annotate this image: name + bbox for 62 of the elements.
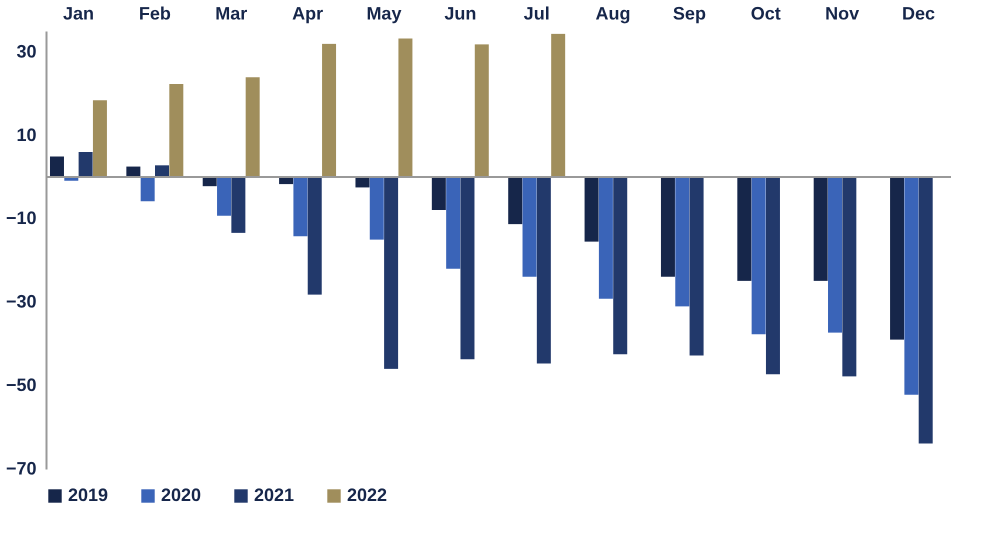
bar: [536, 177, 551, 364]
bar: [551, 34, 566, 177]
bar: [522, 177, 537, 277]
bar: [92, 100, 107, 177]
bar: [384, 177, 398, 369]
bar: [169, 84, 184, 177]
bar: [246, 77, 260, 177]
legend-label: 2020: [161, 485, 202, 505]
y-tick-label: −70: [6, 458, 36, 478]
bar: [370, 177, 384, 240]
bar: [308, 177, 322, 295]
bar: [398, 38, 412, 177]
bar: [904, 177, 918, 395]
bar: [322, 44, 336, 177]
bar: [355, 177, 370, 188]
bar: [126, 166, 140, 177]
bar: [675, 177, 690, 306]
bar: [293, 177, 308, 236]
bar: [432, 177, 446, 210]
bar: [508, 177, 522, 224]
y-tick-label: −10: [6, 208, 36, 228]
y-tick-label: −50: [6, 375, 36, 396]
bar: [613, 177, 628, 354]
legend-label: 2021: [254, 485, 294, 505]
x-tick-label: Jul: [524, 4, 550, 24]
bar: [690, 177, 704, 356]
legend-label: 2019: [68, 485, 108, 505]
x-tick-label: Aug: [596, 4, 631, 24]
bar: [231, 177, 246, 233]
legend-label: 2022: [347, 485, 388, 505]
x-tick-label: Apr: [292, 4, 324, 24]
x-tick-label: Jun: [444, 4, 476, 24]
bar: [890, 177, 904, 340]
x-tick-label: Dec: [902, 4, 936, 24]
x-tick-label: Oct: [750, 4, 781, 24]
bar: [814, 177, 828, 281]
bar: [766, 177, 780, 374]
bar: [460, 177, 474, 360]
bar: [50, 156, 64, 177]
bar: [660, 177, 675, 277]
bar: [598, 177, 613, 299]
bar: [828, 177, 842, 333]
bar: [474, 44, 489, 177]
bar: [446, 177, 460, 269]
bar: [584, 177, 599, 242]
bar: [752, 177, 766, 334]
bar: [842, 177, 856, 376]
x-tick-label: Jan: [62, 4, 94, 24]
x-tick-label: Sep: [672, 4, 706, 24]
bar: [217, 177, 232, 216]
x-tick-label: Feb: [138, 4, 171, 24]
bar: [737, 177, 752, 281]
bar: [78, 152, 93, 177]
bar: [918, 177, 933, 444]
bar: [154, 165, 169, 177]
x-tick-label: Mar: [215, 4, 248, 24]
x-tick-label: Nov: [825, 4, 860, 24]
y-tick-label: 30: [16, 41, 36, 62]
bar: [140, 177, 155, 202]
x-tick-label: May: [366, 4, 402, 24]
y-tick-label: 10: [16, 124, 36, 145]
y-tick-label: −30: [6, 292, 36, 312]
